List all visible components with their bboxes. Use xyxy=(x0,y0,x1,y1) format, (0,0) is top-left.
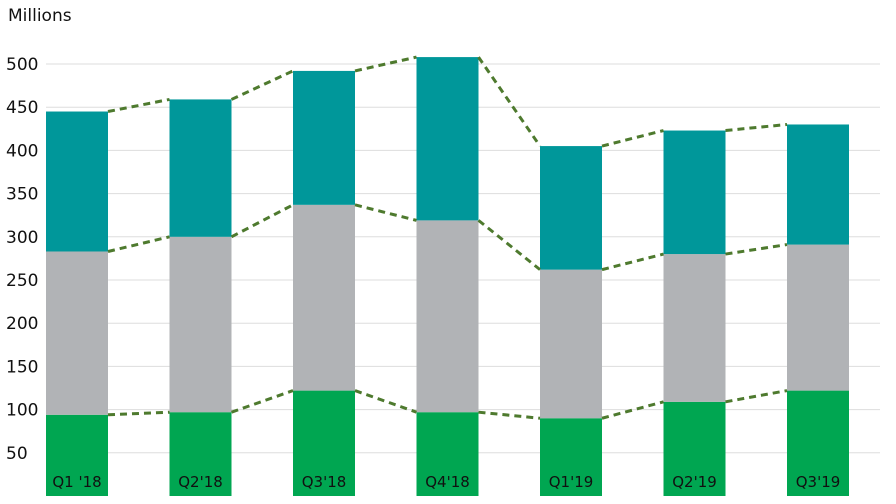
bar-segment-2-4 xyxy=(416,220,479,413)
y-tick-label: 350 xyxy=(6,185,38,205)
connector-line-2-5 xyxy=(601,252,664,272)
connector-line-2-4 xyxy=(477,219,541,271)
bar-segment-1-1 xyxy=(46,414,108,496)
bar-segment-3-2 xyxy=(169,99,232,237)
x-tick-label: Q3'19 xyxy=(796,473,841,491)
connector-line-2-3 xyxy=(354,203,417,222)
bar-segment-3-3 xyxy=(293,70,355,205)
bars xyxy=(46,57,849,496)
connector-line-1-5 xyxy=(601,400,664,420)
bar-segment-2-1 xyxy=(46,251,108,415)
connector-line-1-4 xyxy=(478,410,541,420)
connector-line-1-2 xyxy=(231,389,294,414)
bar-segment-2-7 xyxy=(787,244,849,391)
y-tick-label: 50 xyxy=(6,444,28,464)
connector-line-2-1 xyxy=(107,235,170,253)
connector-line-2-2 xyxy=(230,203,294,239)
connector-line-3-5 xyxy=(601,129,664,148)
y-tick-labels: 50 100 150 200 250 300 350 400 450 500 xyxy=(6,55,38,464)
y-axis-unit-label: Millions xyxy=(8,6,72,26)
bar-segment-1-6 xyxy=(663,401,726,496)
connector-line-1-6 xyxy=(725,389,788,404)
connector-line-2-6 xyxy=(725,243,788,256)
bar-segment-1-7 xyxy=(787,390,849,496)
connector-line-3-1 xyxy=(107,97,170,113)
x-tick-label: Q4'18 xyxy=(425,473,470,491)
connector-line-1-3 xyxy=(354,389,417,414)
x-tick-label: Q3'18 xyxy=(302,473,347,491)
bar-segment-2-5 xyxy=(540,269,602,419)
bar-segment-2-3 xyxy=(293,204,355,391)
x-tick-label: Q1'19 xyxy=(549,473,594,491)
y-tick-label: 200 xyxy=(6,314,38,334)
bar-segment-1-4 xyxy=(416,412,479,496)
y-tick-label: 150 xyxy=(6,357,38,377)
bar-segment-3-5 xyxy=(540,146,602,270)
y-tick-label: 250 xyxy=(6,271,38,291)
bar-segment-1-5 xyxy=(540,418,602,496)
bar-segment-3-4 xyxy=(416,57,479,221)
y-tick-label: 450 xyxy=(6,98,38,118)
y-tick-label: 300 xyxy=(6,228,38,248)
bar-segment-1-3 xyxy=(293,390,355,496)
bar-segment-3-7 xyxy=(787,124,849,245)
y-tick-label: 400 xyxy=(6,141,38,161)
connector-lines xyxy=(107,55,788,420)
bar-segment-2-2 xyxy=(169,236,232,413)
bar-segment-1-2 xyxy=(169,412,232,496)
x-tick-label: Q2'18 xyxy=(178,473,223,491)
bar-segment-3-6 xyxy=(663,130,726,255)
x-tick-labels: Q1 '18 Q2'18 Q3'18 Q4'18 Q1'19 Q2'19 Q3'19 xyxy=(52,473,840,491)
y-tick-label: 500 xyxy=(6,55,38,75)
connector-line-3-6 xyxy=(725,122,788,133)
y-tick-label: 100 xyxy=(6,401,38,421)
connector-line-3-2 xyxy=(230,69,294,101)
connector-line-3-4 xyxy=(477,56,542,147)
bar-segment-2-6 xyxy=(663,254,726,402)
connector-line-3-3 xyxy=(354,55,417,73)
connector-line-1-1 xyxy=(107,410,170,417)
x-tick-label: Q2'19 xyxy=(672,473,717,491)
x-tick-label: Q1 '18 xyxy=(52,473,101,491)
bar-segment-3-1 xyxy=(46,111,108,252)
